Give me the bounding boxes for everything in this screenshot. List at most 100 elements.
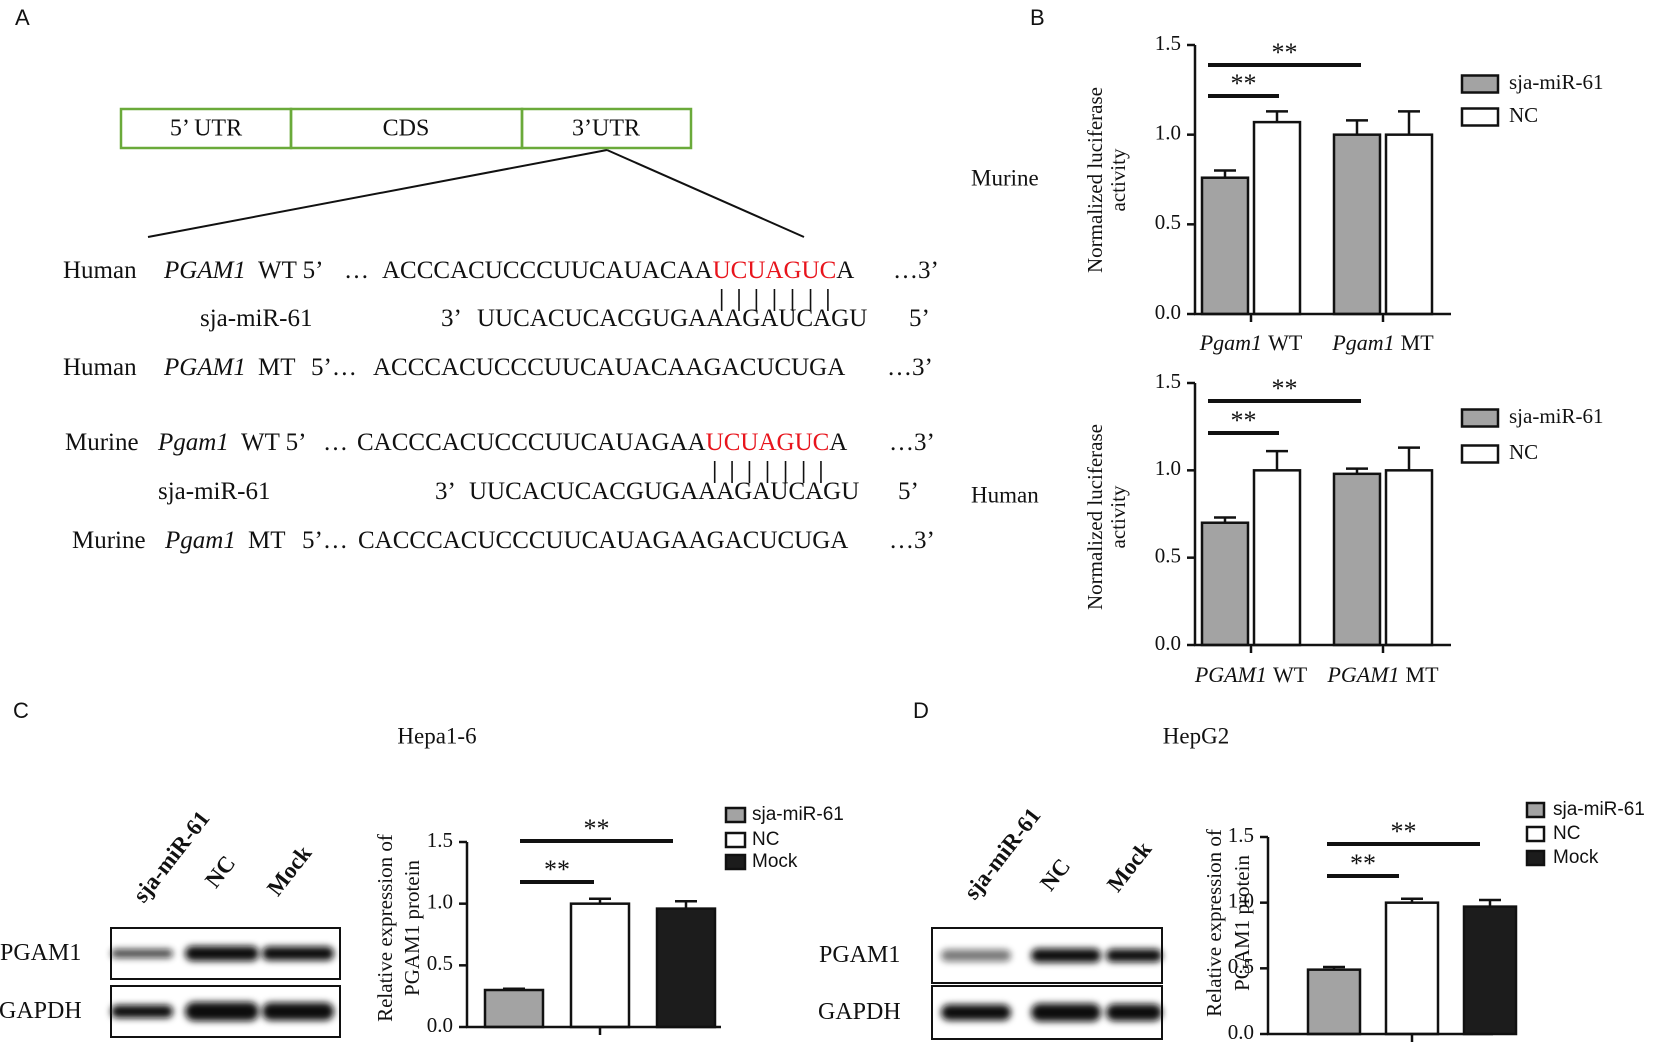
legend-swatch	[1460, 444, 1500, 464]
legend-label: Mock	[752, 851, 798, 872]
sequence-segment: WT 5’	[258, 257, 324, 284]
sequence-row: sja-miR-61 3’ UUCACUCACGUGAAAGAUCAGU 5’	[200, 305, 930, 332]
significance-label: **	[584, 814, 610, 843]
sequence-segment: PGAM1	[163, 257, 246, 284]
y-tick-label: 1.0	[427, 889, 453, 913]
sequence-row: Human PGAM1 WT 5’ … ACCCACUCCCUUCAUACAAUCUAG…	[63, 257, 939, 284]
legend-swatch	[1460, 107, 1500, 127]
bar	[1462, 905, 1518, 1036]
region-label: CDS	[383, 116, 430, 142]
significance-label: **	[544, 855, 570, 884]
sequence-segment: sja-miR-61	[158, 478, 271, 505]
x-tick-label-part: WT	[1273, 662, 1308, 687]
x-tick-label: PGAM1 MT	[1326, 662, 1439, 687]
blot-band	[1031, 1003, 1101, 1022]
x-tick-label-part: Pgam1	[1199, 330, 1262, 355]
sequence-segment: 3’	[441, 305, 462, 332]
lane-label: NC	[1035, 854, 1075, 896]
legend-swatch	[1525, 801, 1546, 819]
error-bar	[1346, 119, 1368, 135]
legend-swatch	[724, 831, 747, 849]
y-tick-label: 1.0	[1155, 456, 1181, 480]
y-axis-label: Relative expression of	[1202, 829, 1226, 1017]
bar	[1384, 469, 1434, 647]
legend-label: sja-miR-61	[752, 804, 844, 825]
error-bar	[1398, 110, 1420, 135]
error-bar	[1398, 446, 1420, 471]
significance-label: **	[1231, 69, 1257, 98]
legend-swatch	[724, 806, 747, 824]
y-tick-label: 0.5	[1155, 210, 1181, 234]
sequence-segment: WT 5’	[241, 429, 307, 456]
band-label: PGAM1	[819, 942, 900, 968]
panel-label: B	[1030, 5, 1045, 30]
bar	[1252, 469, 1302, 647]
band-label: GAPDH	[818, 999, 901, 1025]
sequence-segment: sja-miR-61	[200, 305, 313, 332]
bar	[1306, 968, 1362, 1036]
sequence-segment: …3’	[889, 429, 935, 456]
significance-label: **	[1272, 38, 1298, 67]
y-tick-label: 0.5	[1228, 954, 1254, 978]
blot-band	[941, 1004, 1011, 1021]
sequence-segment: Murine	[65, 429, 139, 456]
x-tick-label: PGAM1 WT	[1194, 662, 1308, 687]
x-tick-label-part: WT	[1268, 330, 1303, 355]
bar	[655, 907, 717, 1029]
legend-swatch	[724, 853, 747, 871]
lane-label: sja-miR-61	[128, 806, 215, 907]
panel-label: D	[913, 698, 929, 723]
sequence-segment: …	[344, 257, 369, 284]
y-tick-label: 0.5	[1155, 543, 1181, 567]
sequence-segment: CACCCACUCCCUUCAUAGAAGACUCUGA	[358, 527, 848, 554]
seed-site: UCUAGUC	[706, 429, 830, 456]
legend-swatch	[1525, 825, 1546, 843]
sequence-segment: MT	[258, 354, 296, 381]
blot-band	[185, 946, 259, 961]
y-tick-label: 0.0	[427, 1013, 453, 1037]
y-tick-label: 1.5	[1155, 369, 1181, 393]
band-label: GAPDH	[0, 998, 82, 1024]
y-axis-label: Relative expression of	[373, 834, 397, 1022]
significance-label: **	[1231, 406, 1257, 435]
significance-label: **	[1272, 374, 1298, 403]
blot-band	[111, 949, 173, 958]
utr3-box	[520, 107, 693, 150]
legend-label: sja-miR-61	[1509, 404, 1604, 428]
seed-site: UCUAGUC	[713, 257, 837, 284]
sequence-row: Murine Pgam1 MT 5’… CACCCACUCCCUUCAUAGAAGACU…	[72, 527, 935, 554]
legend-label: NC	[752, 829, 779, 850]
sequence-row: sja-miR-61 3’ UUCACUCACGUGAAAGAUCAGU 5’	[158, 478, 919, 505]
x-tick-label-part: PGAM1	[1326, 662, 1399, 687]
lane-label: Mock	[1102, 837, 1156, 897]
legend-swatch	[1525, 849, 1546, 867]
bar	[1200, 176, 1250, 316]
zoom-line	[147, 149, 608, 238]
y-tick-label: 1.0	[1155, 120, 1181, 144]
chart-title: Hepa1-6	[397, 723, 476, 748]
sequence-segment: 5’	[909, 305, 930, 332]
legend-label: NC	[1553, 823, 1580, 844]
error-bar	[1266, 110, 1288, 123]
y-axis-label: activity	[1106, 485, 1130, 548]
sequence-segment: Pgam1	[157, 429, 229, 456]
legend-label: NC	[1509, 440, 1538, 464]
x-tick-label: Pgam1 WT	[1199, 330, 1303, 355]
sequence-segment: …3’	[889, 527, 935, 554]
blot-band	[262, 946, 334, 961]
significance-label: **	[1391, 817, 1417, 846]
zoom-line	[606, 149, 805, 238]
bar	[1332, 133, 1382, 316]
sequence-segment: ACCCACUCCCUUCAUACAA	[382, 257, 713, 284]
sequence-segment: Human	[63, 257, 137, 284]
sequence-segment: Murine	[72, 527, 146, 554]
sequence-segment: Pgam1	[164, 527, 236, 554]
x-tick-label-part: Pgam1	[1331, 330, 1394, 355]
legend-swatch	[1460, 408, 1500, 428]
chart-title: Human	[971, 482, 1039, 507]
lane-label: NC	[200, 851, 240, 893]
significance-label: **	[1350, 849, 1376, 878]
panel-label: C	[13, 698, 29, 723]
sequence-segment: 5’…	[311, 354, 357, 381]
